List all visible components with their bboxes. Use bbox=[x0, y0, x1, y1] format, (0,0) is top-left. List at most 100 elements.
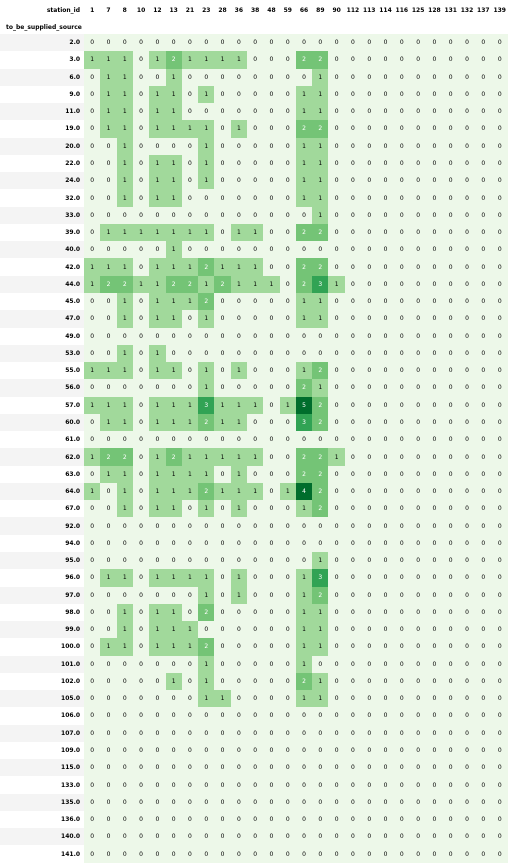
heatmap-cell: 0 bbox=[116, 724, 133, 742]
heatmap-cell: 0 bbox=[116, 759, 133, 777]
heatmap-cell: 1 bbox=[295, 85, 313, 104]
heatmap-cell: 0 bbox=[361, 603, 378, 622]
heatmap-cell: 0 bbox=[409, 68, 427, 86]
heatmap-cell: 0 bbox=[149, 327, 166, 345]
heatmap-cell: 0 bbox=[279, 551, 296, 570]
heatmap-cell: 0 bbox=[491, 292, 508, 311]
heatmap-cell: 0 bbox=[279, 672, 296, 691]
heatmap-cell: 0 bbox=[247, 465, 264, 483]
heatmap-cell: 0 bbox=[426, 534, 443, 552]
heatmap-cell: 0 bbox=[295, 241, 313, 259]
heatmap-cell: 0 bbox=[100, 707, 117, 725]
heatmap-cell: 0 bbox=[344, 431, 362, 449]
row-index-label: 44.0 bbox=[0, 275, 85, 293]
heatmap-cell: 2 bbox=[181, 275, 199, 293]
heatmap-cell: 0 bbox=[377, 396, 394, 414]
heatmap-cell: 0 bbox=[247, 172, 264, 190]
heatmap-cell: 1 bbox=[295, 690, 313, 708]
heatmap-cell: 0 bbox=[279, 51, 296, 69]
heatmap-cell: 0 bbox=[132, 396, 150, 414]
heatmap-cell: 0 bbox=[328, 724, 345, 742]
heatmap-cell: 0 bbox=[328, 172, 345, 190]
heatmap-cell: 0 bbox=[181, 241, 199, 259]
heatmap-cell: 0 bbox=[263, 586, 280, 604]
heatmap-cell: 0 bbox=[181, 810, 199, 829]
heatmap-cell: 0 bbox=[491, 741, 508, 760]
heatmap-cell: 1 bbox=[247, 396, 264, 414]
heatmap-cell: 0 bbox=[361, 690, 378, 708]
table-row: 106.0 0 0 0 0 0 0 0 0 0 0 0 0 0 0 0 0 0 0 0 0 0 0 0 0 0 0 bbox=[0, 707, 508, 725]
heatmap-cell: 0 bbox=[116, 431, 133, 449]
heatmap-cell: 0 bbox=[198, 551, 215, 570]
heatmap-cell: 0 bbox=[361, 586, 378, 604]
heatmap-cell: 0 bbox=[230, 310, 247, 328]
heatmap-cell: 1 bbox=[165, 292, 182, 311]
heatmap-cell: 0 bbox=[328, 672, 345, 691]
heatmap-cell: 0 bbox=[328, 793, 345, 811]
heatmap-cell: 0 bbox=[458, 137, 476, 155]
heatmap-cell: 0 bbox=[149, 776, 166, 794]
heatmap-cell: 0 bbox=[426, 776, 443, 794]
row-index-label: 62.0 bbox=[0, 448, 85, 466]
heatmap-cell: 0 bbox=[426, 327, 443, 345]
heatmap-cell: 0 bbox=[377, 223, 394, 242]
heatmap-cell: 1 bbox=[100, 103, 117, 121]
heatmap-cell: 0 bbox=[214, 586, 231, 604]
heatmap-cell: 0 bbox=[442, 551, 459, 570]
heatmap-cell: 0 bbox=[475, 603, 492, 622]
heatmap-cell: 0 bbox=[475, 327, 492, 345]
heatmap-cell: 0 bbox=[84, 586, 101, 604]
heatmap-cell: 0 bbox=[247, 569, 264, 587]
heatmap-cell: 0 bbox=[377, 85, 394, 104]
heatmap-cell: 0 bbox=[279, 690, 296, 708]
row-index-label: 9.0 bbox=[0, 85, 85, 104]
heatmap-cell: 0 bbox=[491, 51, 508, 69]
row-index-label: 39.0 bbox=[0, 223, 85, 242]
heatmap-cell: 0 bbox=[361, 431, 378, 449]
heatmap-cell: 0 bbox=[361, 258, 378, 276]
heatmap-cell: 0 bbox=[165, 34, 182, 52]
heatmap-cell: 1 bbox=[149, 292, 166, 311]
heatmap-cell: 0 bbox=[491, 103, 508, 121]
heatmap-cell: 0 bbox=[247, 586, 264, 604]
heatmap-cell: 0 bbox=[328, 120, 345, 138]
heatmap-cell: 0 bbox=[344, 500, 362, 518]
row-index-label: 135.0 bbox=[0, 793, 85, 811]
heatmap-cell: 0 bbox=[181, 379, 199, 397]
heatmap-cell: 0 bbox=[475, 741, 492, 760]
heatmap-cell: 0 bbox=[409, 551, 427, 570]
heatmap-cell: 0 bbox=[426, 68, 443, 86]
heatmap-cell: 0 bbox=[84, 413, 101, 432]
heatmap-cell: 0 bbox=[409, 431, 427, 449]
heatmap-cell: 0 bbox=[116, 327, 133, 345]
heatmap-cell: 0 bbox=[328, 655, 345, 673]
heatmap-cell: 0 bbox=[328, 189, 345, 207]
heatmap-cell: 1 bbox=[214, 448, 231, 466]
heatmap-cell: 0 bbox=[279, 154, 296, 173]
heatmap-cell: 0 bbox=[247, 741, 264, 760]
heatmap-cell: 0 bbox=[344, 586, 362, 604]
heatmap-cell: 0 bbox=[409, 569, 427, 587]
table-row: 32.0 0 0 1 0 1 1 0 0 0 0 0 0 0 1 1 0 0 0 0 0 0 0 0 0 0 0 bbox=[0, 189, 508, 207]
heatmap-cell: 0 bbox=[263, 638, 280, 656]
heatmap-cell: 0 bbox=[409, 223, 427, 242]
heatmap-cell: 0 bbox=[344, 413, 362, 432]
heatmap-cell: 0 bbox=[393, 465, 410, 483]
table-row: 99.0 0 0 1 0 1 1 1 0 0 0 0 0 0 1 1 0 0 0 0 0 0 0 0 0 0 0 bbox=[0, 621, 508, 639]
heatmap-cell: 0 bbox=[149, 793, 166, 811]
heatmap-cell: 0 bbox=[100, 189, 117, 207]
heatmap-cell: 0 bbox=[230, 551, 247, 570]
heatmap-cell: 0 bbox=[409, 258, 427, 276]
heatmap-cell: 1 bbox=[149, 413, 166, 432]
heatmap-cell: 0 bbox=[279, 68, 296, 86]
heatmap-cell: 0 bbox=[132, 137, 150, 155]
heatmap-cell: 0 bbox=[442, 448, 459, 466]
heatmap-cell: 0 bbox=[377, 172, 394, 190]
heatmap-cell: 0 bbox=[409, 413, 427, 432]
heatmap-cell: 0 bbox=[328, 828, 345, 846]
heatmap-cell: 0 bbox=[214, 241, 231, 259]
heatmap-cell: 2 bbox=[198, 292, 215, 311]
heatmap-cell: 0 bbox=[442, 275, 459, 293]
heatmap-cell: 0 bbox=[214, 741, 231, 760]
heatmap-cell: 0 bbox=[458, 448, 476, 466]
